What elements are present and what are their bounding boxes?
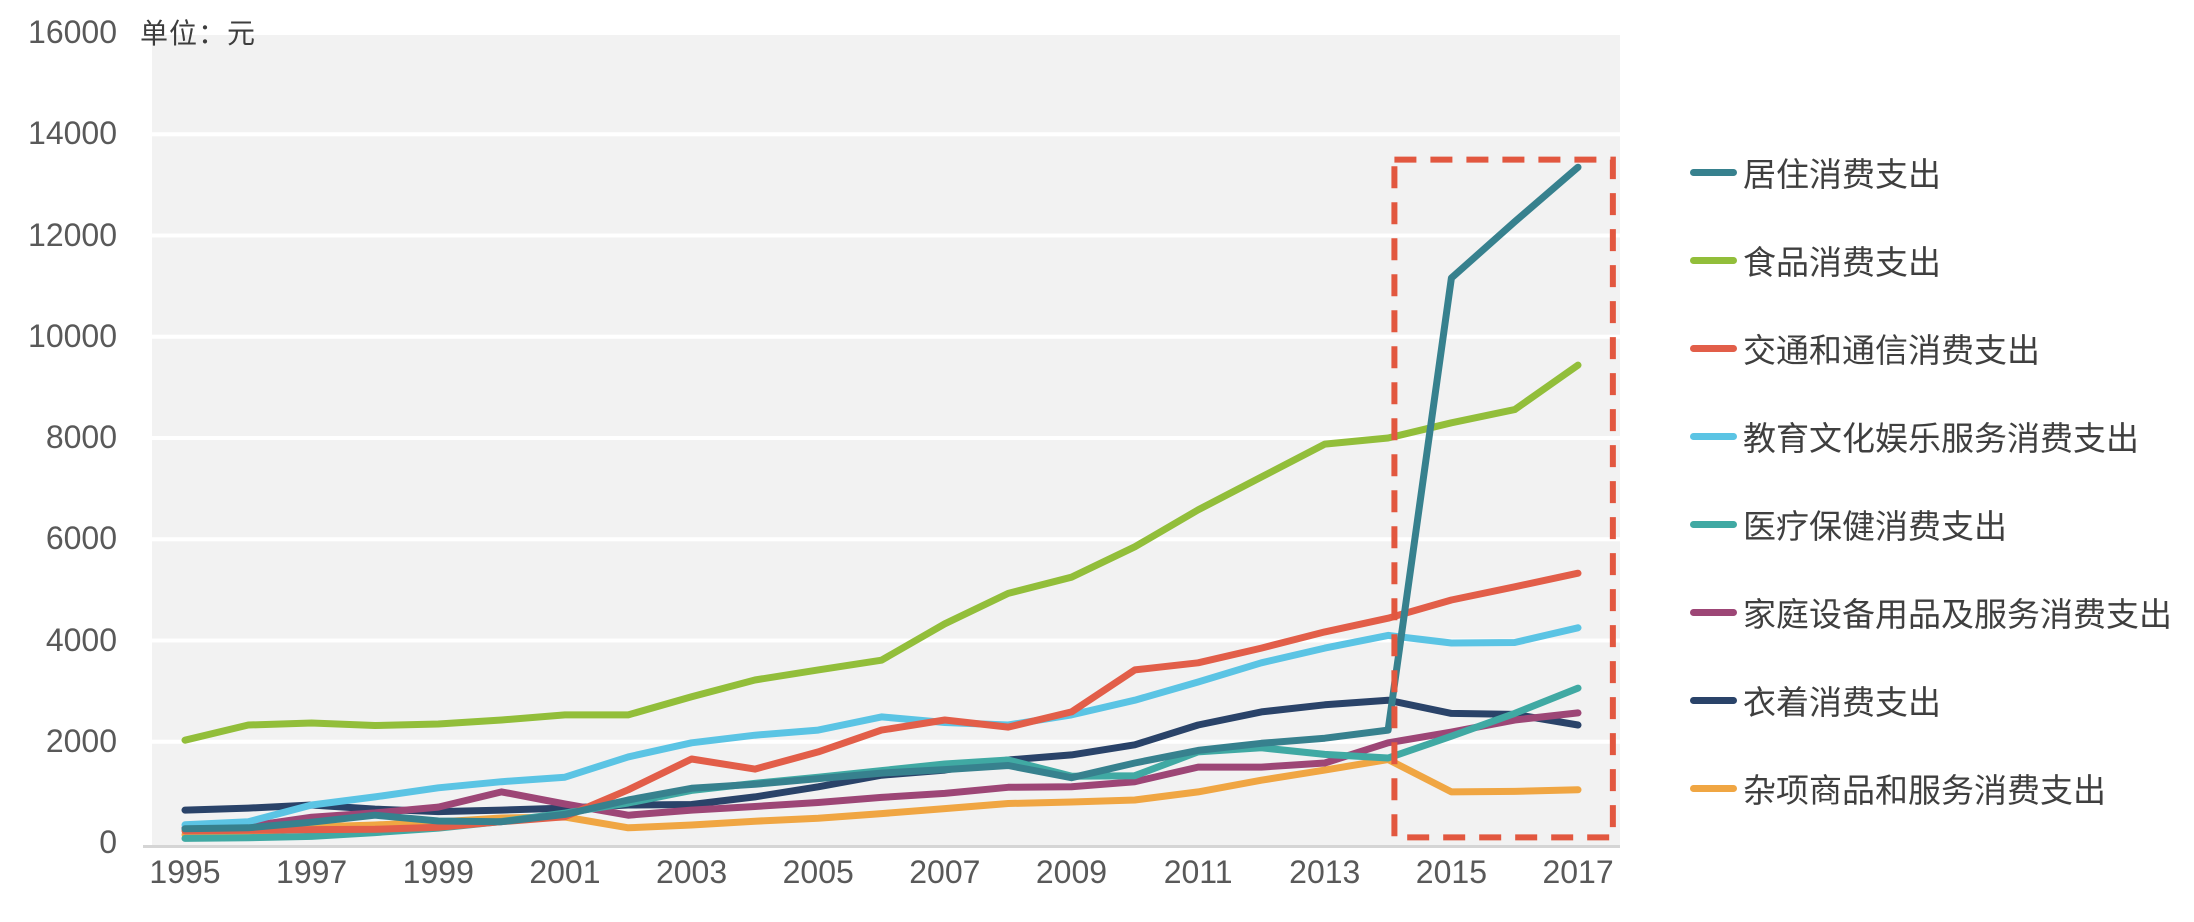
legend-swatch	[1690, 696, 1737, 704]
x-tick-label: 2001	[529, 854, 601, 890]
series-line-2	[181, 361, 1582, 744]
series-line-3	[181, 569, 1582, 835]
series-line-8	[181, 756, 1582, 839]
legend-swatch	[1690, 256, 1737, 264]
legend-item: 教育文化娱乐服务消费支出	[1690, 412, 2139, 460]
y-tick-label: 14000	[28, 115, 117, 152]
x-tick-label: 2011	[1163, 854, 1233, 890]
y-tick-label: 2000	[45, 722, 117, 759]
y-tick-label: 10000	[28, 317, 117, 354]
x-tick-label: 2007	[909, 854, 981, 890]
x-tick-label: 2017	[1542, 854, 1614, 890]
legend-swatch	[1690, 608, 1737, 616]
x-tick-label: 2005	[782, 854, 854, 890]
series-line-4	[181, 624, 1582, 829]
legend-item: 居住消费支出	[1690, 148, 1941, 196]
y-tick-label: 6000	[45, 520, 117, 557]
legend-swatch	[1690, 344, 1737, 352]
legend-item: 家庭设备用品及服务消费支出	[1690, 588, 2172, 636]
legend-swatch	[1690, 432, 1737, 440]
y-tick-label: 12000	[28, 216, 117, 253]
y-tick-label: 8000	[45, 418, 117, 455]
legend-label: 教育文化娱乐服务消费支出	[1743, 420, 2139, 457]
legend-swatch	[1690, 784, 1737, 792]
legend-item: 杂项商品和服务消费支出	[1690, 764, 2106, 812]
legend-label: 居住消费支出	[1743, 156, 1941, 193]
legend-item: 食品消费支出	[1690, 236, 1941, 284]
legend-label: 交通和通信消费支出	[1743, 332, 2040, 369]
y-tick-label: 0	[99, 823, 117, 860]
x-tick-label: 2013	[1289, 854, 1361, 890]
legend-label: 家庭设备用品及服务消费支出	[1743, 596, 2172, 633]
x-tick-label: 2015	[1415, 854, 1487, 890]
legend-label: 衣着消费支出	[1743, 684, 1941, 721]
series-line-1	[181, 163, 1582, 833]
x-tick-label: 1995	[149, 854, 221, 890]
legend-label: 杂项商品和服务消费支出	[1743, 772, 2106, 809]
y-tick-label: 4000	[45, 621, 117, 658]
legend-item: 衣着消费支出	[1690, 676, 1941, 724]
legend-swatch	[1690, 520, 1737, 528]
legend-label: 食品消费支出	[1743, 244, 1941, 281]
unit-label: 单位：元	[140, 18, 257, 50]
x-tick-label: 2009	[1035, 854, 1108, 890]
legend-label: 医疗保健消费支出	[1743, 508, 2007, 545]
legend-item: 交通和通信消费支出	[1690, 324, 2040, 372]
highlight-box	[1391, 156, 1616, 841]
x-tick-label: 1999	[402, 854, 474, 890]
legend-swatch	[1690, 168, 1737, 176]
x-tick-label: 1997	[276, 854, 348, 890]
legend-item: 医疗保健消费支出	[1690, 500, 2007, 548]
x-tick-label: 2003	[655, 854, 728, 890]
y-tick-label: 16000	[28, 13, 117, 50]
